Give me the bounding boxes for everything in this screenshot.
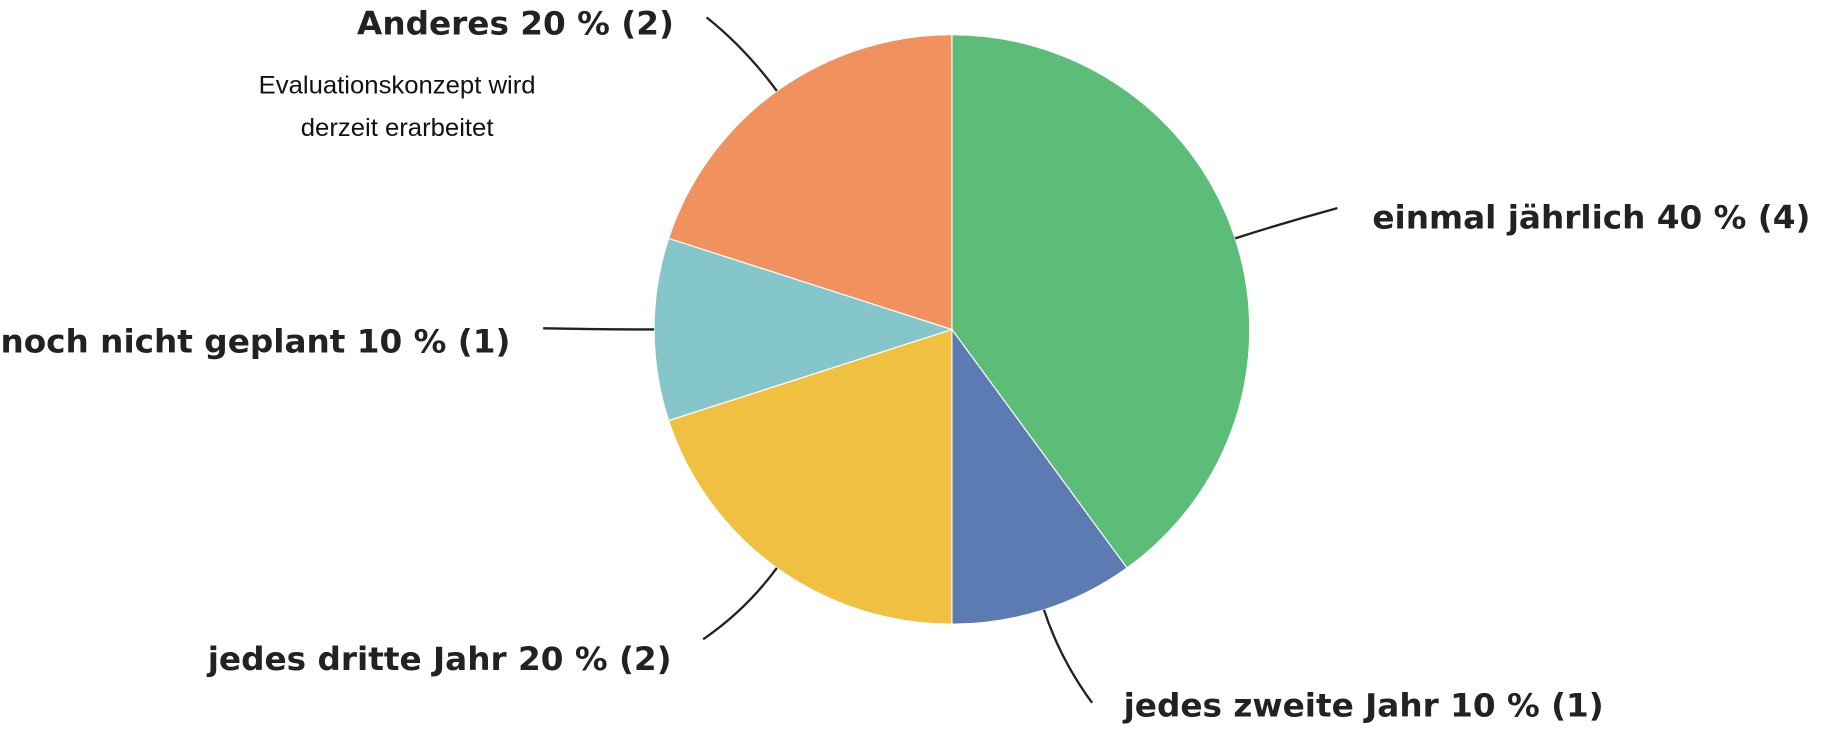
pie-slice	[667, 328, 953, 625]
category-label: noch nicht geplant	[0, 322, 345, 360]
slice-label: jedes dritte Jahr 20 % (2)	[206, 640, 672, 678]
annotation: Evaluationskonzept wird	[259, 72, 536, 100]
category-label: jedes dritte Jahr	[206, 640, 507, 678]
plot: Evaluationskonzept wird derzeit erarbeit…	[0, 5, 1810, 725]
value-label: 20 % (2)	[520, 5, 674, 43]
annotation: derzeit erarbeitet	[301, 114, 494, 142]
pie-slice	[667, 34, 953, 331]
leader-line	[702, 567, 778, 641]
leader-line	[705, 16, 778, 92]
pie-slice	[951, 327, 1128, 625]
pie-slice	[653, 237, 954, 422]
value-label: 20 % (2)	[518, 640, 672, 678]
value-label: 40 % (4)	[1657, 199, 1811, 237]
pie-slice	[951, 34, 1251, 569]
value-label: 10 % (1)	[357, 322, 511, 360]
category-label: Anderes	[357, 5, 509, 43]
slice-label: Anderes 20 % (2)	[357, 5, 674, 43]
leader-line	[543, 327, 655, 331]
leader-line	[1234, 206, 1338, 240]
category-label: jedes zweite Jahr	[1122, 687, 1439, 725]
value-label: 10 % (1)	[1450, 687, 1604, 725]
category-label: einmal jährlich	[1372, 199, 1645, 237]
slice-label: noch nicht geplant 10 % (1)	[0, 322, 510, 360]
slice-label: einmal jährlich 40 % (4)	[1372, 199, 1810, 237]
leader-line	[1042, 609, 1094, 704]
slice-label: jedes zweite Jahr 10 % (1)	[1122, 687, 1604, 725]
